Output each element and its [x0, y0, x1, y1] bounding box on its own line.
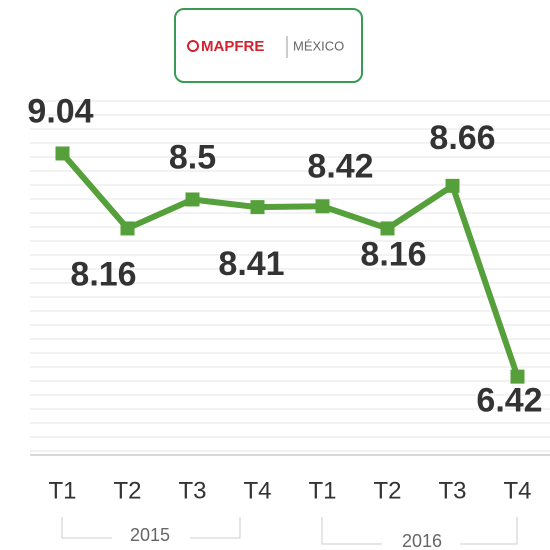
- marker: [445, 178, 460, 193]
- group-label: 2015: [130, 525, 170, 545]
- bracket-2015: [61, 517, 241, 539]
- x-tick-label: T4: [503, 477, 531, 504]
- logo-country: MÉXICO: [293, 38, 344, 53]
- value-label: 8.42: [307, 147, 373, 185]
- x-tick-label: T3: [178, 477, 206, 504]
- line: [60, 151, 521, 378]
- marker: [510, 369, 525, 384]
- marker: [250, 200, 265, 215]
- value-label: 8.66: [429, 119, 495, 157]
- logo-brand: MAPFRE: [201, 38, 264, 55]
- marker: [380, 221, 395, 236]
- group-label: 2016: [402, 531, 442, 550]
- value-label: 6.42: [476, 382, 542, 420]
- x-tick-label: T2: [373, 477, 401, 504]
- x-tick-label: T2: [113, 477, 141, 504]
- value-label: 9.04: [27, 92, 93, 130]
- marker: [120, 221, 135, 236]
- value-label: 8.16: [70, 255, 136, 293]
- marker: [315, 199, 330, 214]
- group-brackets: [61, 517, 518, 545]
- bracket-2016: [321, 517, 518, 545]
- x-tick-label: T1: [308, 477, 336, 504]
- x-tick-label: T4: [243, 477, 271, 504]
- marker: [55, 146, 70, 161]
- value-label: 8.5: [169, 138, 216, 176]
- logo: MAPFRE MÉXICO: [174, 8, 363, 83]
- logo-icon: [187, 40, 199, 52]
- x-tick-label: T3: [438, 477, 466, 504]
- logo-frame: [174, 8, 363, 83]
- x-tick-label: T1: [48, 477, 76, 504]
- value-label: 8.16: [360, 235, 426, 273]
- marker: [185, 192, 200, 207]
- value-label: 8.41: [218, 245, 284, 283]
